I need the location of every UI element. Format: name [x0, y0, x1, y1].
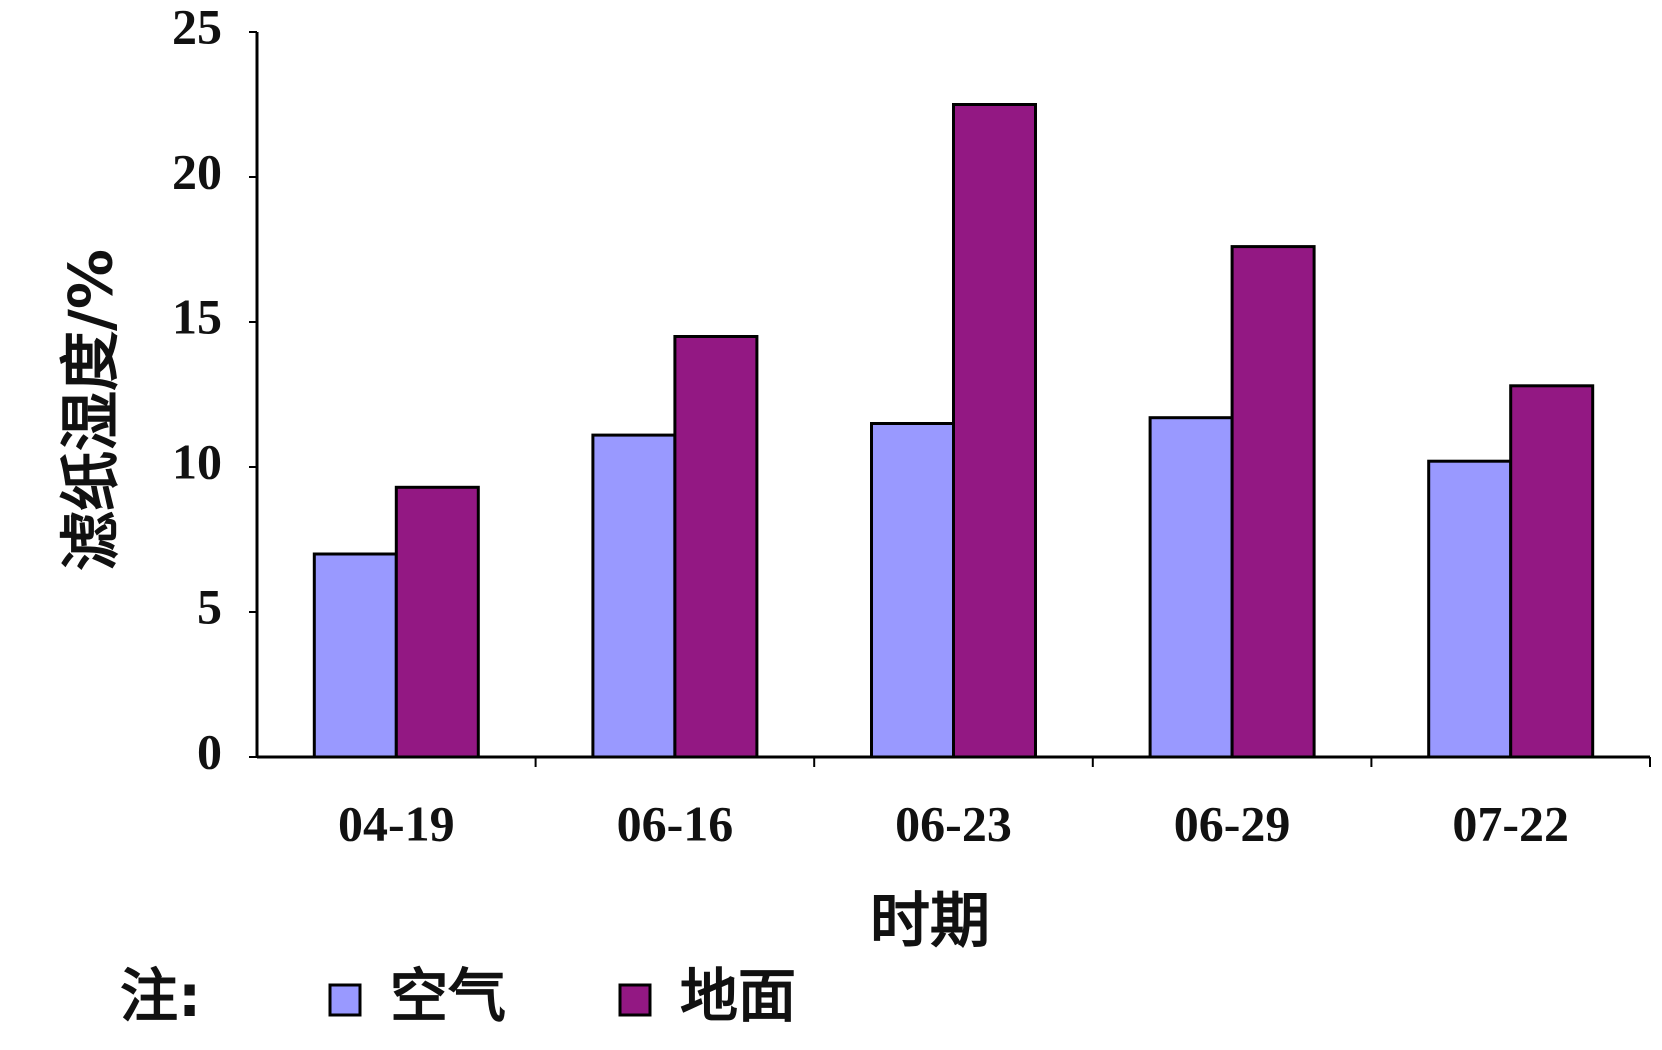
- y-tick-label: 15: [172, 288, 222, 344]
- bar: [1230, 245, 1316, 759]
- legend-title: 注:: [120, 962, 201, 1030]
- x-tick-label: 06-16: [617, 795, 734, 851]
- legend-swatch: [328, 983, 362, 1017]
- x-tick-label: 06-23: [895, 795, 1012, 851]
- x-tick-label: 07-22: [1452, 795, 1569, 851]
- y-tick-label: 10: [172, 433, 222, 489]
- y-axis-title: 滤纸湿度/%: [57, 249, 127, 571]
- x-axis-title: 时期: [870, 887, 990, 957]
- bar: [312, 552, 398, 759]
- x-tick-label: 04-19: [338, 795, 455, 851]
- bar: [591, 433, 677, 759]
- bar: [1427, 459, 1513, 759]
- bar: [394, 485, 480, 759]
- legend-swatch: [618, 983, 652, 1017]
- y-tick-label: 0: [197, 723, 222, 779]
- legend-label: 地面: [680, 962, 796, 1030]
- bar: [870, 422, 955, 759]
- bar: [952, 103, 1037, 759]
- bar: [1509, 384, 1595, 759]
- bar: [1148, 416, 1234, 759]
- legend-label: 空气: [390, 962, 506, 1030]
- bar: [673, 335, 759, 759]
- x-tick-label: 06-29: [1174, 795, 1291, 851]
- y-tick-label: 5: [197, 578, 222, 634]
- y-tick-label: 20: [172, 143, 222, 199]
- y-tick-label: 25: [172, 0, 222, 54]
